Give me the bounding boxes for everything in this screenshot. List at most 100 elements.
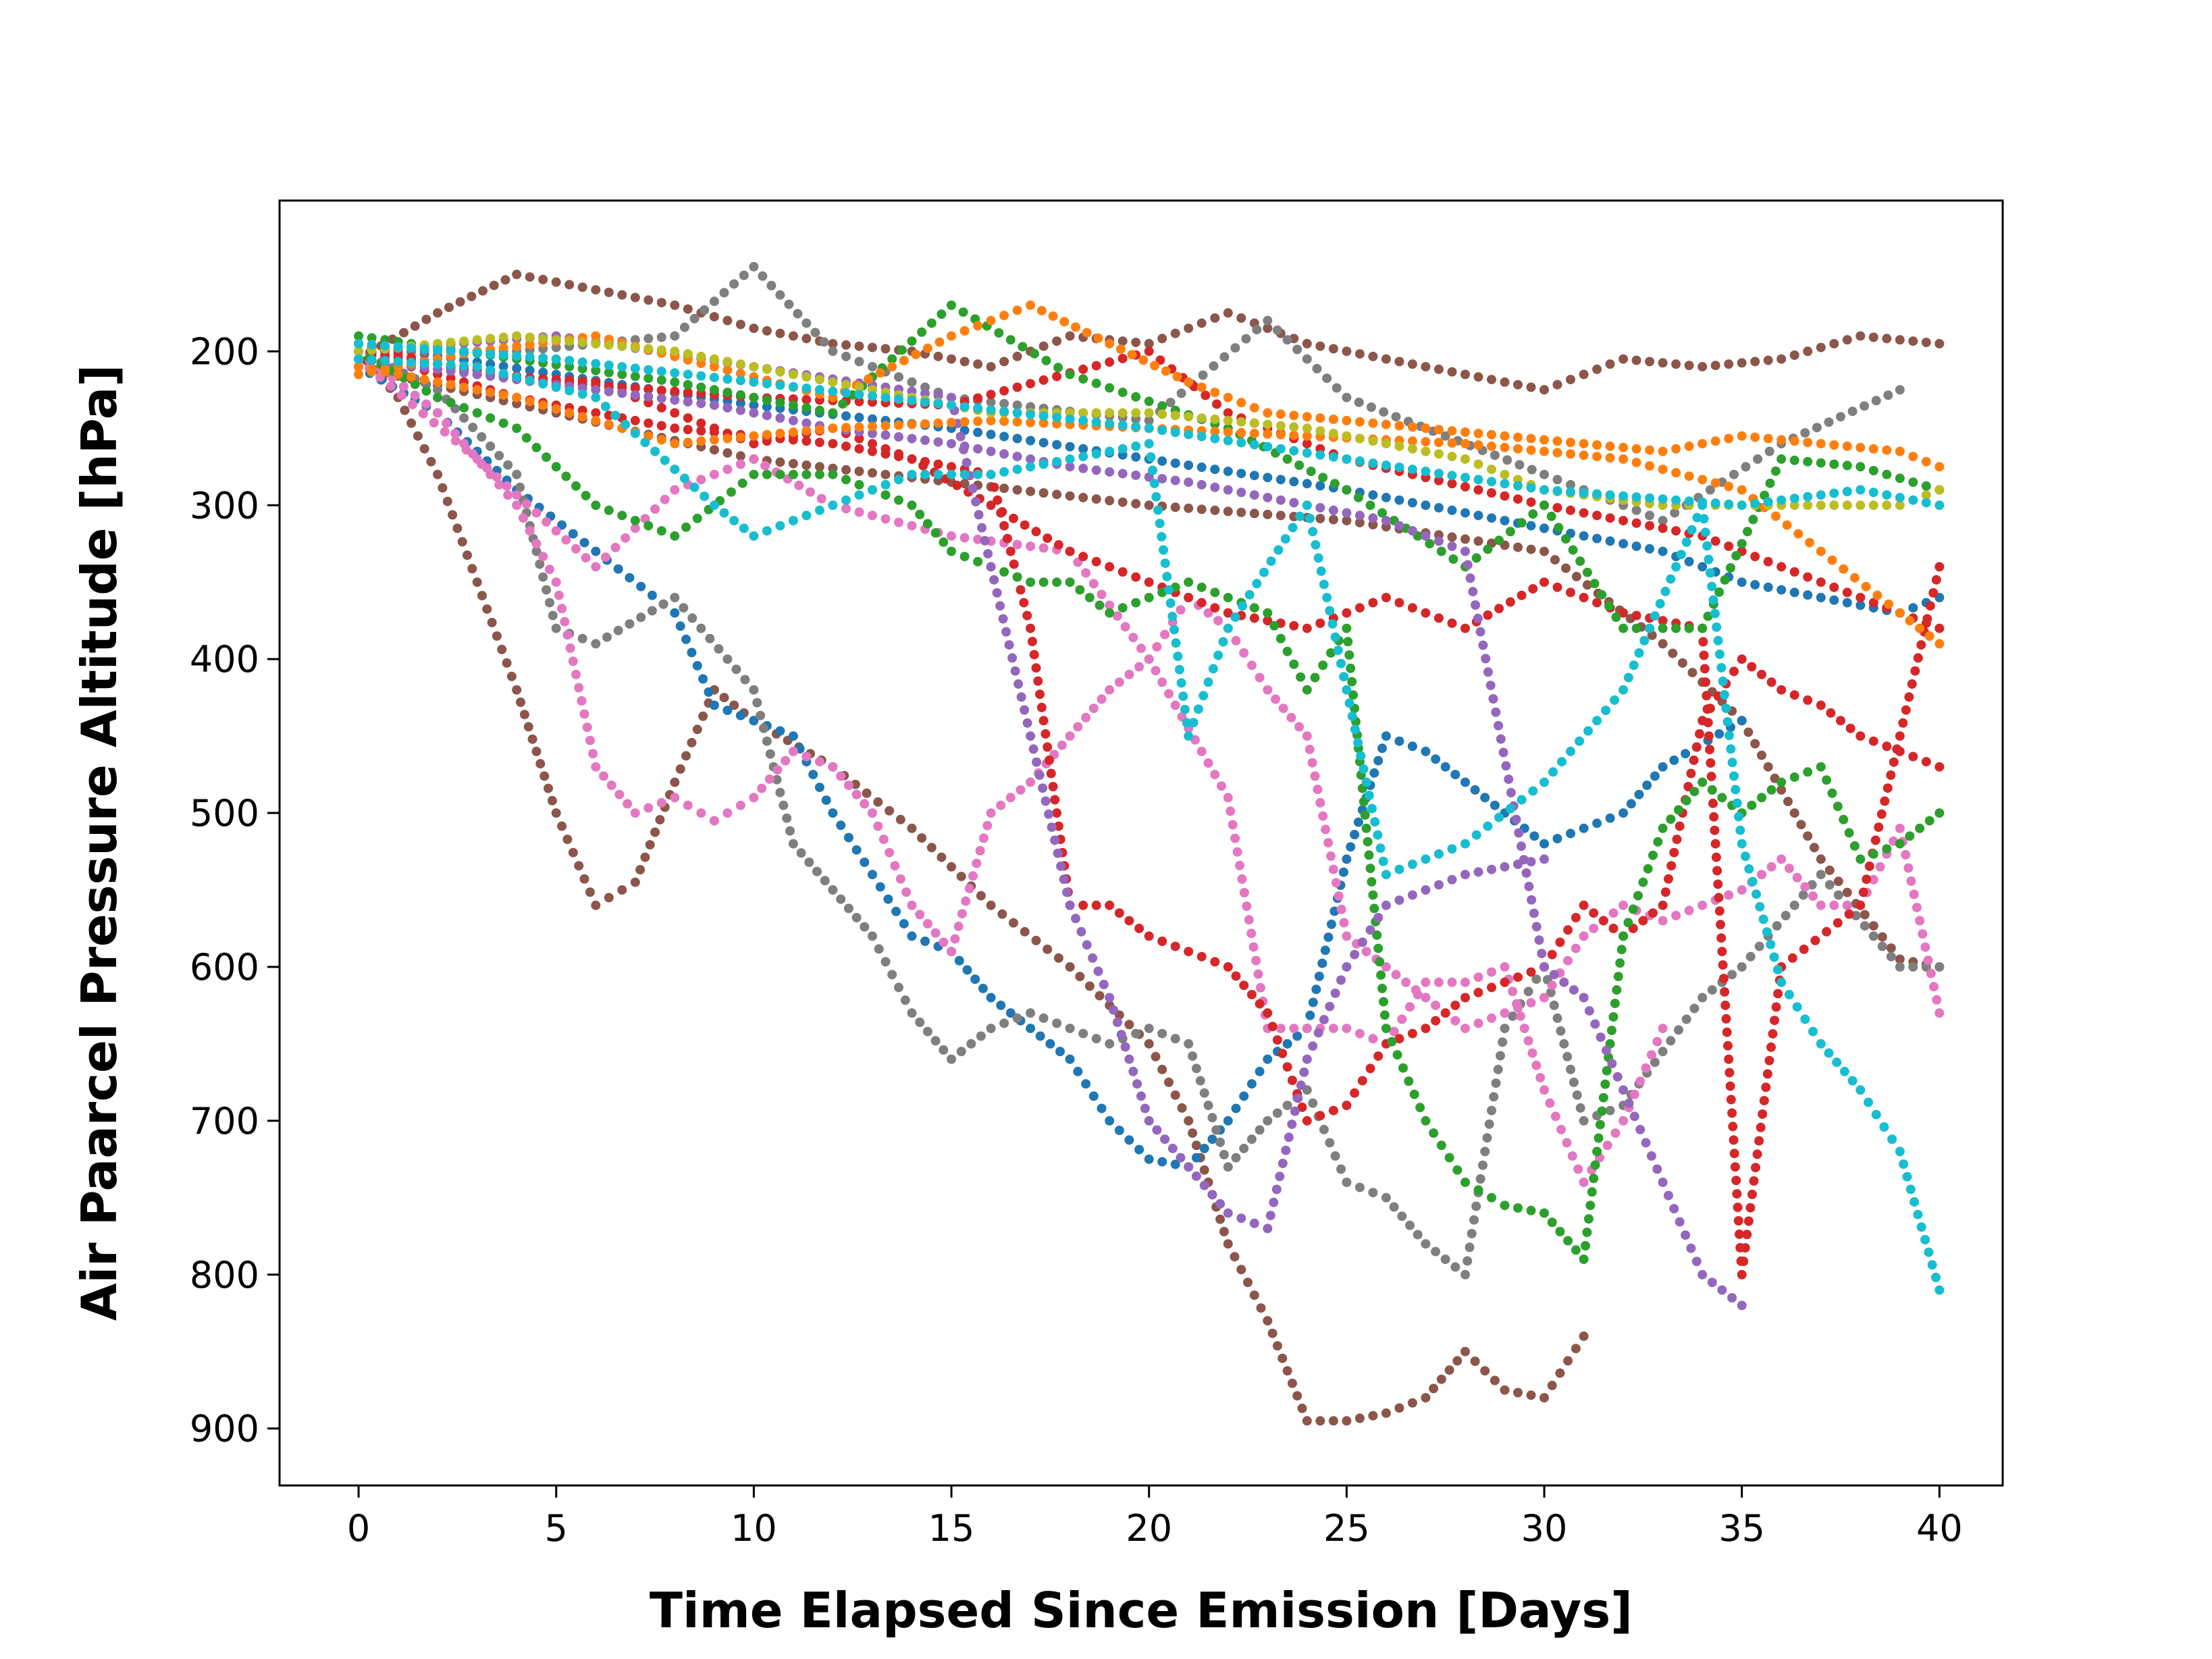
data-point <box>687 648 697 658</box>
data-point <box>591 900 601 910</box>
data-point <box>1157 409 1167 419</box>
data-point <box>1246 990 1257 999</box>
data-point <box>1658 1024 1668 1034</box>
data-point <box>1855 854 1866 864</box>
data-point <box>482 463 492 473</box>
data-point <box>1447 452 1457 462</box>
data-point <box>1905 831 1915 841</box>
data-point <box>1140 1103 1150 1113</box>
data-point <box>1800 428 1810 438</box>
data-point <box>1394 421 1404 431</box>
data-point <box>1144 396 1154 406</box>
data-point <box>1934 962 1945 972</box>
data-point <box>907 823 917 833</box>
data-point <box>1463 1256 1473 1266</box>
data-point <box>564 408 575 418</box>
data-point <box>1044 809 1054 819</box>
data-point <box>1473 475 1483 485</box>
data-point <box>656 345 666 355</box>
data-point <box>1548 767 1558 777</box>
data-point <box>1278 1353 1288 1363</box>
data-point <box>525 352 535 362</box>
data-point <box>687 613 697 623</box>
data-point <box>1496 1051 1505 1061</box>
data-point <box>1590 1160 1600 1170</box>
data-point <box>762 364 772 374</box>
data-point <box>1397 1014 1407 1024</box>
data-point <box>1912 903 1922 913</box>
data-point <box>399 381 409 392</box>
data-point <box>640 514 650 524</box>
data-point <box>796 848 806 858</box>
data-point <box>1223 506 1233 517</box>
data-point <box>581 553 591 563</box>
data-point <box>472 454 482 464</box>
data-point <box>1248 942 1259 952</box>
data-point <box>1500 377 1510 387</box>
data-point <box>1315 503 1325 512</box>
data-point <box>1353 817 1363 827</box>
data-point <box>785 826 795 836</box>
data-point <box>515 482 525 492</box>
data-point <box>696 398 706 409</box>
data-point <box>419 359 429 369</box>
data-point <box>1714 893 1724 903</box>
data-point <box>1252 325 1262 335</box>
data-point <box>1718 974 1729 984</box>
data-point <box>1916 640 1926 650</box>
data-point <box>986 390 996 400</box>
data-point <box>1046 768 1056 779</box>
data-point <box>860 922 870 932</box>
data-point <box>1460 508 1470 518</box>
data-point <box>670 395 680 405</box>
data-point <box>986 446 996 456</box>
data-point <box>538 379 548 389</box>
data-point <box>577 389 587 399</box>
data-point <box>535 559 545 569</box>
data-point <box>1642 781 1652 790</box>
data-point <box>1494 535 1504 546</box>
data-point <box>1526 544 1536 554</box>
data-point <box>1398 1063 1408 1073</box>
data-point <box>1105 467 1115 477</box>
data-point <box>1496 734 1506 744</box>
data-point <box>880 957 891 967</box>
data-point <box>683 304 693 314</box>
data-point <box>1381 1408 1391 1418</box>
data-point <box>1726 744 1736 754</box>
data-point <box>1579 439 1589 449</box>
data-point <box>1052 1018 1062 1028</box>
data-point <box>1302 1416 1312 1426</box>
data-point <box>883 894 893 904</box>
data-point <box>1923 955 1933 966</box>
data-point <box>1016 692 1026 702</box>
data-point <box>582 722 592 733</box>
data-point <box>1038 1013 1049 1023</box>
data-point <box>1342 1416 1352 1426</box>
data-point <box>1670 508 1680 518</box>
data-point <box>1255 999 1265 1009</box>
data-point <box>1127 350 1137 360</box>
data-point <box>907 521 917 531</box>
data-point <box>1223 392 1233 402</box>
data-point <box>591 365 601 375</box>
data-point <box>1645 544 1655 554</box>
data-point <box>1093 966 1103 976</box>
data-point <box>1409 1089 1419 1099</box>
data-point <box>907 931 917 941</box>
data-point <box>1249 402 1259 413</box>
data-point <box>999 311 1009 321</box>
data-point <box>1631 623 1641 633</box>
data-point <box>880 430 891 440</box>
data-point <box>1310 673 1320 683</box>
data-point <box>986 362 996 372</box>
data-point <box>1210 427 1220 436</box>
data-point <box>1737 1300 1747 1311</box>
data-point <box>749 431 759 441</box>
data-point <box>1313 1028 1323 1038</box>
data-point <box>1658 516 1668 525</box>
data-point <box>1317 958 1327 968</box>
data-point <box>1223 1239 1233 1249</box>
data-point <box>1038 341 1049 351</box>
data-point <box>525 396 535 406</box>
